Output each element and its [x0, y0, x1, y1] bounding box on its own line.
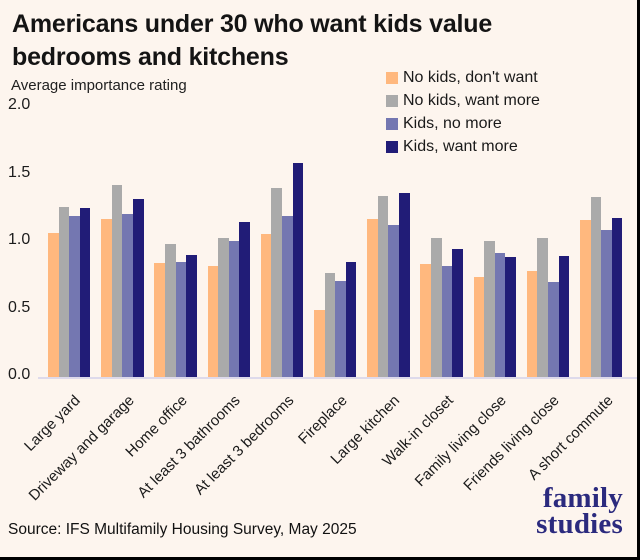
logo-line2: studies	[536, 507, 623, 540]
bar	[58, 206, 70, 378]
chart-subtitle: Average importance rating	[11, 77, 187, 94]
bar	[420, 264, 431, 378]
bar	[548, 282, 559, 378]
bar	[367, 219, 378, 378]
bar	[314, 309, 325, 378]
legend-swatch-icon	[386, 71, 398, 84]
bar	[377, 195, 389, 378]
legend-label: Kids, want more	[403, 138, 518, 155]
bar	[431, 238, 442, 378]
bar	[260, 234, 272, 378]
bar	[526, 271, 538, 378]
legend-item: No kids, want more	[386, 92, 540, 109]
bar	[590, 197, 602, 378]
bar	[218, 238, 229, 378]
y-axis-tick-label: 0.0	[8, 366, 31, 383]
chart-legend: No kids, don't want No kids, want more Kid…	[386, 69, 540, 155]
bar	[48, 232, 59, 378]
y-axis-tick-label: 1.0	[8, 231, 31, 248]
x-axis-baseline	[38, 377, 637, 379]
legend-swatch-icon	[386, 117, 398, 130]
y-axis-tick-label: 0.5	[8, 298, 31, 316]
y-axis-tick-label: 2.0	[8, 96, 31, 113]
bar	[154, 262, 165, 378]
bar	[484, 241, 495, 378]
chart-title: Americans under 30 who want kids value b…	[12, 8, 572, 73]
bar	[601, 230, 612, 378]
bar	[558, 256, 570, 378]
logo-line1: family	[542, 482, 623, 514]
x-axis-label: Driveway and garage	[25, 392, 138, 505]
bar	[101, 219, 112, 378]
bar	[452, 249, 463, 378]
legend-swatch-icon	[386, 140, 398, 153]
legend-label: No kids, don't want	[403, 69, 538, 86]
bar	[165, 243, 176, 378]
bar	[111, 184, 123, 378]
bar	[399, 193, 410, 378]
bar	[324, 272, 336, 378]
bar	[79, 208, 91, 378]
legend-swatch-icon	[386, 94, 398, 107]
legend-item: Kids, no more	[386, 115, 540, 132]
bar	[69, 216, 80, 378]
bar	[207, 265, 219, 378]
bar	[292, 162, 304, 378]
bar	[228, 241, 240, 378]
bar	[505, 257, 516, 378]
bar	[611, 217, 623, 378]
chart-title-line1: Americans under 30 who want kids value	[12, 10, 493, 38]
bar	[580, 220, 591, 378]
x-axis-label: At least 3 bathrooms	[134, 392, 244, 502]
bar	[133, 198, 144, 378]
bar	[122, 213, 133, 378]
bar	[441, 265, 453, 378]
bar	[271, 187, 282, 378]
bar	[537, 238, 548, 378]
legend-item: No kids, don't want	[386, 69, 540, 86]
bar	[473, 276, 485, 378]
chart-title-line2: bedrooms and kitchens	[12, 42, 289, 71]
legend-item: Kids, want more	[386, 138, 540, 155]
bar	[239, 221, 250, 378]
x-axis-label: Friends living close	[460, 392, 564, 495]
family-studies-logo: family studies	[536, 482, 623, 540]
source-note: Source: IFS Multifamily Housing Survey, …	[8, 521, 357, 538]
legend-label: Kids, no more	[403, 115, 502, 132]
legend-label: No kids, want more	[403, 92, 540, 109]
bar	[186, 254, 197, 378]
x-axis-label: Family living close	[411, 392, 510, 491]
bar	[345, 261, 357, 378]
bar	[494, 253, 506, 378]
bar	[175, 261, 187, 378]
bar	[282, 216, 293, 378]
bar	[388, 224, 399, 378]
x-axis-label: At least 3 bedrooms	[190, 392, 298, 499]
bar	[335, 280, 346, 378]
y-axis-tick-label: 1.5	[8, 163, 31, 181]
